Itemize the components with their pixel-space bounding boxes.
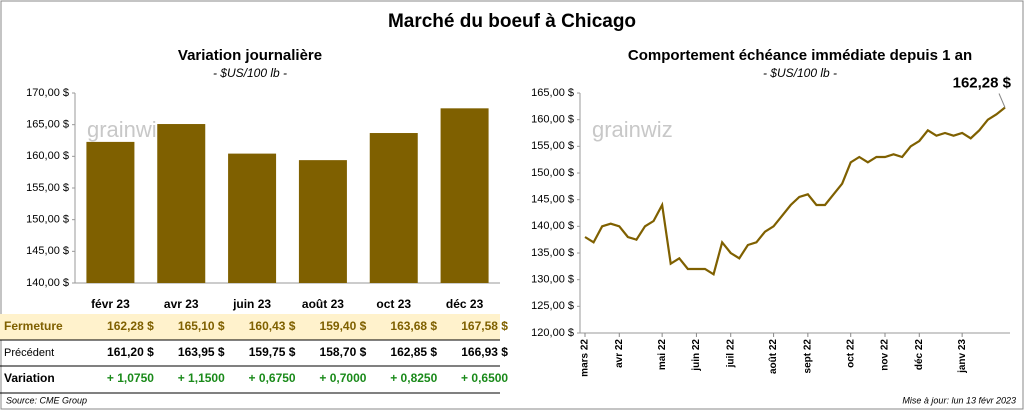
watermark: grainwiz <box>592 117 673 142</box>
y-tick-label: 145,00 $ <box>531 194 574 206</box>
bar <box>298 160 347 283</box>
annotation: 162,28 $ <box>953 74 1012 91</box>
table-cell: + 0,6500 <box>461 371 508 385</box>
y-tick-label: 165,00 $ <box>531 87 574 99</box>
table-cell: + 1,0750 <box>107 371 154 385</box>
x-tick-label: déc 23 <box>446 297 484 311</box>
y-tick-label: 155,00 $ <box>26 182 69 194</box>
x-tick-label: juin 22 <box>691 339 702 372</box>
table-cell: 159,40 $ <box>320 319 367 333</box>
x-tick-label: janv 23 <box>957 339 968 374</box>
price-line <box>584 106 1006 277</box>
row-label: Variation <box>4 371 55 385</box>
x-tick-label: août 23 <box>302 297 344 311</box>
y-tick-label: 160,00 $ <box>531 114 574 126</box>
x-tick-label: févr 23 <box>91 297 130 311</box>
x-tick-label: nov 22 <box>880 339 891 371</box>
y-tick-label: 140,00 $ <box>26 277 69 289</box>
x-tick-label: oct 22 <box>845 339 856 368</box>
table-cell: 161,20 $ <box>107 345 154 359</box>
table-cell: + 1,1500 <box>178 371 225 385</box>
table-cell: 160,43 $ <box>249 319 296 333</box>
y-tick-label: 130,00 $ <box>531 274 574 286</box>
row-label: Précédent <box>4 347 54 359</box>
page-title: Marché du boeuf à Chicago <box>388 11 636 32</box>
table-cell: 159,75 $ <box>249 345 296 359</box>
highlight-row <box>0 314 500 340</box>
bar <box>369 133 418 283</box>
table-cell: 166,93 $ <box>461 345 508 359</box>
table-cell: + 0,8250 <box>390 371 437 385</box>
y-tick-label: 170,00 $ <box>26 87 69 99</box>
x-tick-label: oct 23 <box>376 297 411 311</box>
x-tick-label: mai 22 <box>657 339 668 371</box>
table-cell: 162,85 $ <box>390 345 437 359</box>
x-tick-label: déc 22 <box>914 339 925 371</box>
y-tick-label: 150,00 $ <box>531 167 574 179</box>
table-cell: 167,58 $ <box>461 319 508 333</box>
bar <box>440 108 489 284</box>
row-label: Fermeture <box>4 319 63 333</box>
x-tick-label: mars 22 <box>580 339 591 377</box>
x-tick-label: juin 23 <box>232 297 271 311</box>
x-tick-label: avr 22 <box>614 339 625 368</box>
updated: Mise à jour: lun 13 févr 2023 <box>902 395 1016 405</box>
y-tick-label: 160,00 $ <box>26 150 69 162</box>
table-cell: 163,95 $ <box>178 345 225 359</box>
table-cell: 162,28 $ <box>107 319 154 333</box>
bar <box>157 124 206 284</box>
x-tick-label: avr 23 <box>164 297 199 311</box>
y-tick-label: 165,00 $ <box>26 119 69 131</box>
table-cell: 163,68 $ <box>390 319 437 333</box>
source: Source: CME Group <box>6 395 87 405</box>
chart-subtitle: - $US/100 lb - <box>213 66 287 80</box>
y-tick-label: 125,00 $ <box>531 300 574 312</box>
table-cell: + 0,7000 <box>319 371 366 385</box>
y-tick-label: 140,00 $ <box>531 220 574 232</box>
chart-subtitle: - $US/100 lb - <box>763 66 837 80</box>
annotation-leader <box>998 93 1006 108</box>
y-tick-label: 135,00 $ <box>531 247 574 259</box>
y-tick-label: 120,00 $ <box>531 327 574 339</box>
x-tick-label: août 22 <box>768 339 779 374</box>
bar <box>228 153 277 283</box>
x-tick-label: juil 22 <box>725 339 736 369</box>
table-cell: 158,70 $ <box>320 345 367 359</box>
x-tick-label: sept 22 <box>802 339 813 374</box>
chart-title: Comportement échéance immédiate depuis 1… <box>628 47 972 64</box>
bar <box>86 141 135 283</box>
y-tick-label: 155,00 $ <box>531 140 574 152</box>
y-tick-label: 150,00 $ <box>26 214 69 226</box>
table-cell: + 0,6750 <box>249 371 296 385</box>
y-tick-label: 145,00 $ <box>26 245 69 257</box>
chart-title: Variation journalière <box>178 47 322 64</box>
watermark: grainwiz <box>87 117 168 142</box>
table-cell: 165,10 $ <box>178 319 225 333</box>
